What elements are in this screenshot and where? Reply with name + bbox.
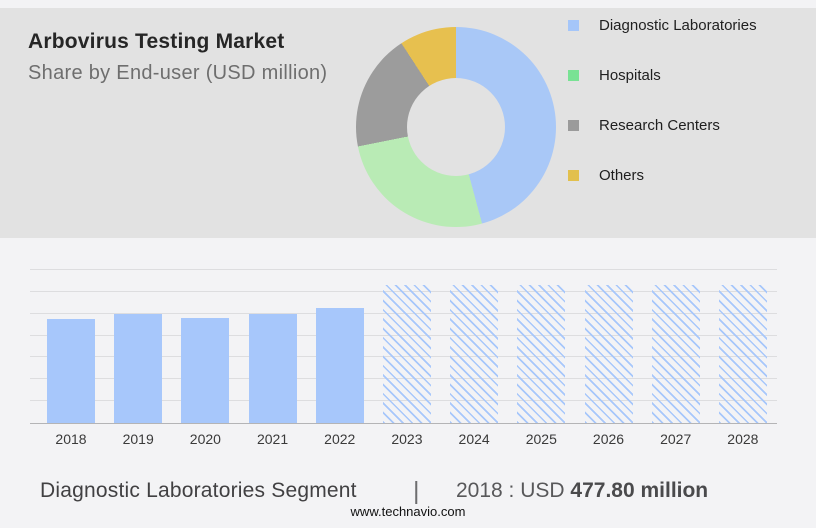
segment-stat: 2018 : USD 477.80 million — [456, 479, 708, 503]
donut-hole — [407, 78, 505, 176]
separator: | — [413, 477, 420, 505]
bar-chart-panel: 2018 2019 2020 2021 2022 2023 2024 2025 2026 2027… — [0, 238, 816, 455]
legend-swatch — [568, 19, 579, 31]
gridline — [30, 269, 777, 270]
footer-url: www.technavio.com — [350, 504, 466, 519]
bar-2021 — [248, 313, 297, 423]
legend-swatch — [568, 169, 579, 181]
donut-chart — [356, 27, 556, 227]
x-label-2019: 2019 — [122, 431, 154, 447]
footnote: Diagnostic Laboratories Segment | 2018 :… — [0, 477, 816, 505]
bar-2023 — [382, 285, 431, 423]
x-label-2023: 2023 — [391, 431, 423, 447]
stat-prefix: 2018 : USD — [456, 479, 565, 502]
x-label-2027: 2027 — [660, 431, 692, 447]
page-subtitle: Share by End-user (USD million) — [28, 62, 328, 84]
x-label-2020: 2020 — [189, 431, 221, 447]
x-label-2022: 2022 — [324, 431, 356, 447]
legend-swatch — [568, 119, 579, 131]
titles: Arbovirus Testing Market Share by End-us… — [28, 30, 327, 85]
page-title: Arbovirus Testing Market — [28, 30, 285, 53]
x-label-2024: 2024 — [458, 431, 490, 447]
legend-item-label: Research Centers — [599, 116, 720, 134]
legend-item-label: Diagnostic Laboratories — [599, 16, 757, 34]
bar-2026 — [584, 285, 633, 423]
x-label-2018: 2018 — [55, 431, 87, 447]
bar-2020 — [181, 317, 230, 423]
legend-item-research-centers: Research Centers — [568, 116, 757, 134]
x-label-2021: 2021 — [256, 431, 289, 447]
x-axis-labels: 2018 2019 2020 2021 2022 2023 2024 2025 2026 2027… — [30, 431, 777, 447]
bar-2025 — [517, 285, 566, 423]
bar-chart-plot-area — [30, 269, 777, 424]
bar-2019 — [114, 313, 163, 423]
legend: Diagnostic Laboratories Hospitals Research… — [568, 16, 757, 184]
header-panel: Arbovirus Testing Market Share by End-us… — [0, 8, 816, 238]
x-label-2028: 2028 — [727, 431, 759, 447]
stat-value: 477.80 million — [570, 479, 709, 502]
legend-item-others: Others — [568, 166, 757, 184]
bar-2024 — [450, 285, 499, 423]
bar-2028 — [718, 285, 767, 423]
legend-item-label: Others — [599, 166, 645, 184]
legend-item-diagnostic-laboratories: Diagnostic Laboratories — [568, 16, 757, 34]
bar-2022 — [315, 308, 364, 423]
x-label-2025: 2025 — [525, 431, 557, 447]
legend-item-hospitals: Hospitals — [568, 66, 757, 84]
segment-label: Diagnostic Laboratories Segment — [40, 479, 357, 502]
bar-2027 — [651, 285, 700, 423]
legend-swatch — [568, 69, 579, 81]
x-label-2026: 2026 — [592, 431, 625, 447]
legend-item-label: Hospitals — [599, 66, 661, 84]
bar-2018 — [47, 318, 95, 423]
bars — [30, 270, 777, 423]
